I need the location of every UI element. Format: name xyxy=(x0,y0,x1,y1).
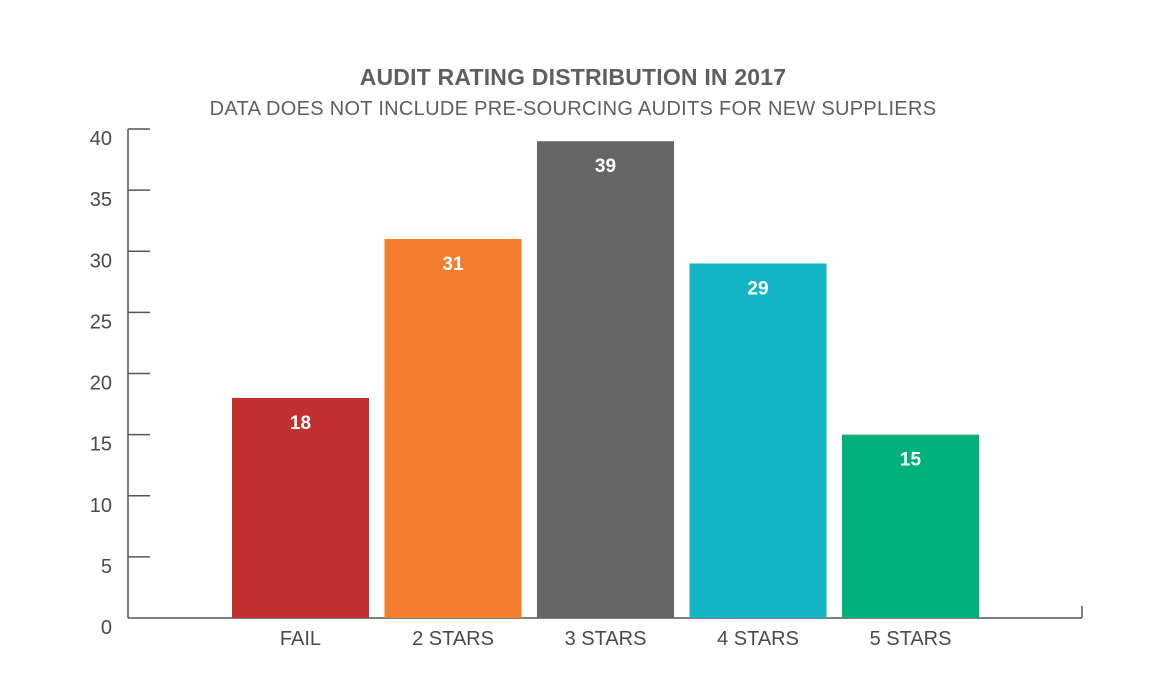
y-tick-label: 40 xyxy=(90,128,112,150)
y-tick-label: 35 xyxy=(90,189,112,211)
bar xyxy=(842,434,979,618)
axes: 0 5 10 15 20 25 30 35 40 xyxy=(90,128,1083,639)
x-tick-label: 4 STARS xyxy=(717,628,799,650)
bar-value-label: 29 xyxy=(747,278,768,299)
bar-value-label: 18 xyxy=(290,413,311,434)
bar-value-label: 15 xyxy=(900,450,922,471)
y-tick-label: 25 xyxy=(90,311,112,333)
bar-value-label: 31 xyxy=(442,254,464,275)
bar xyxy=(537,141,674,618)
chart-title: AUDIT RATING DISTRIBUTION IN 2017 xyxy=(359,64,787,90)
bar-value-label: 39 xyxy=(595,156,616,177)
y-tick-label: 15 xyxy=(90,434,112,456)
chart-subtitle: DATA DOES NOT INCLUDE PRE-SOURCING AUDIT… xyxy=(209,98,937,120)
x-tick-label: 5 STARS xyxy=(870,628,952,650)
x-tick-label: FAIL xyxy=(280,628,321,650)
x-tick-label: 2 STARS xyxy=(412,628,494,650)
y-tick-label: 30 xyxy=(90,250,112,272)
bar xyxy=(232,397,369,618)
y-tick-label: 10 xyxy=(90,495,112,517)
y-tick-label: 20 xyxy=(90,373,112,395)
bar xyxy=(384,239,522,618)
bars xyxy=(232,141,979,618)
bar xyxy=(689,263,827,618)
y-tick-label: 0 xyxy=(101,617,112,639)
labels: 18 FAIL 31 2 STARS 39 3 STARS 29 4 STARS 15 5 STA… xyxy=(280,156,952,650)
y-tick-label: 5 xyxy=(101,556,112,578)
x-tick-label: 3 STARS xyxy=(565,628,647,650)
